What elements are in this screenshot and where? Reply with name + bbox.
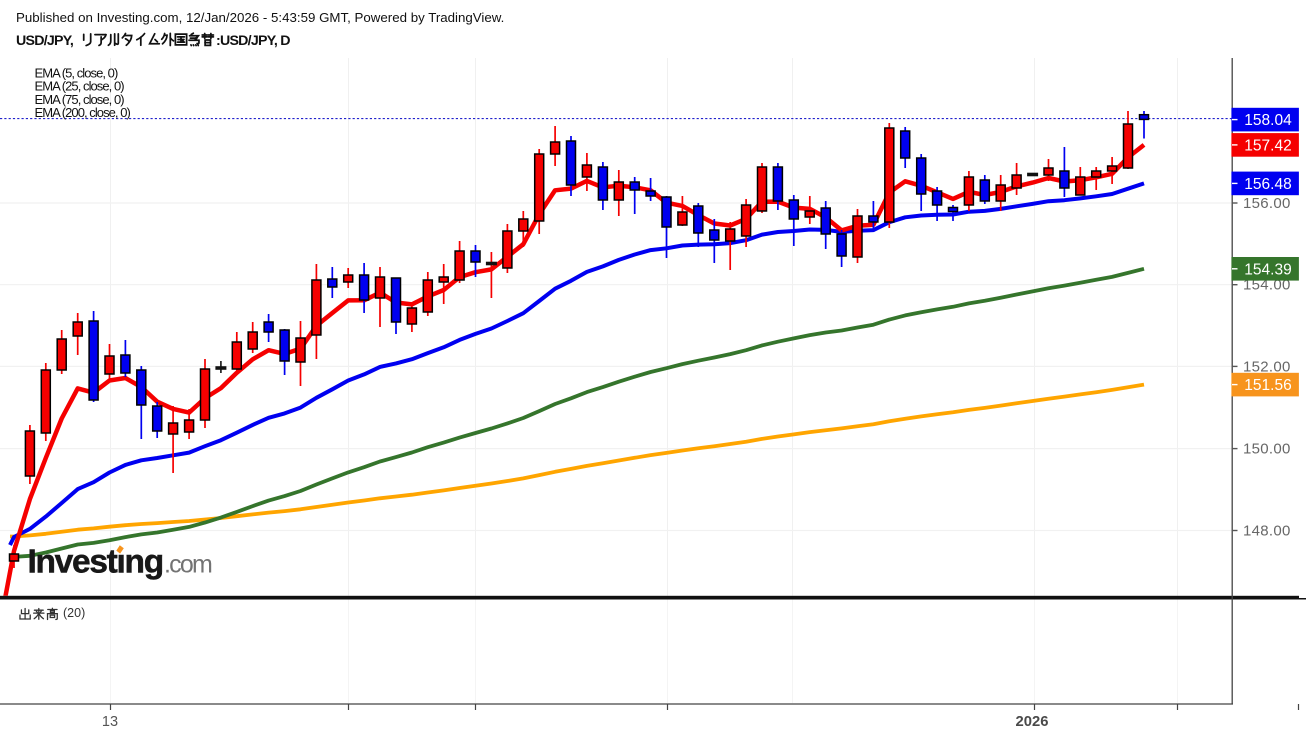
svg-text:USD/JPY,: USD/JPY, <box>16 33 73 49</box>
svg-text:2026: 2026 <box>1016 714 1049 730</box>
svg-text:(20): (20) <box>63 606 85 620</box>
svg-text:151.56: 151.56 <box>1244 377 1291 394</box>
svg-text::USD/JPY, D: :USD/JPY, D <box>216 33 290 49</box>
svg-text:148.00: 148.00 <box>1243 523 1291 540</box>
svg-text:158.04: 158.04 <box>1244 112 1292 129</box>
svg-text:EMA (200, close, 0): EMA (200, close, 0) <box>35 105 131 120</box>
svg-text:154.00: 154.00 <box>1243 277 1291 294</box>
svg-text:154.39: 154.39 <box>1244 261 1291 278</box>
svg-text:152.00: 152.00 <box>1243 358 1291 375</box>
svg-text:.com: .com <box>164 551 212 579</box>
svg-text:EMA (5, close, 0): EMA (5, close, 0) <box>35 65 118 80</box>
svg-text:157.42: 157.42 <box>1244 138 1291 155</box>
svg-text:Published on Investing.com, 12: Published on Investing.com, 12/Jan/2026 … <box>16 10 504 25</box>
svg-text:EMA (75, close, 0): EMA (75, close, 0) <box>35 92 125 107</box>
svg-text:Investıng: Investıng <box>28 544 163 581</box>
svg-text:13: 13 <box>102 714 118 730</box>
svg-text:150.00: 150.00 <box>1243 441 1291 458</box>
svg-text:156.48: 156.48 <box>1244 176 1291 193</box>
svg-text:156.00: 156.00 <box>1243 195 1291 212</box>
svg-text:EMA (25, close, 0): EMA (25, close, 0) <box>35 79 125 94</box>
